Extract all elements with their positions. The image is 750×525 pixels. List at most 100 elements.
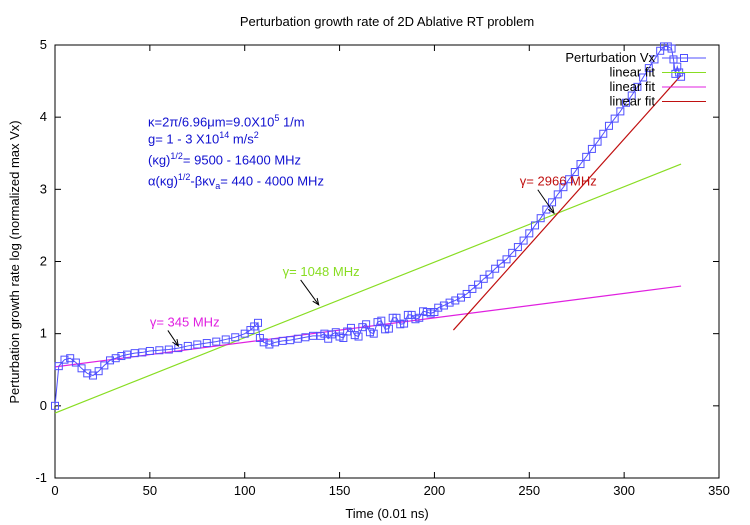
data-point xyxy=(106,356,115,365)
data-point xyxy=(309,331,318,340)
data-point xyxy=(253,318,262,327)
gamma-arrowhead xyxy=(172,338,180,347)
data-point xyxy=(71,358,80,367)
data-point xyxy=(474,280,483,289)
gamma-arrow xyxy=(167,330,179,347)
y-tick-label: 2 xyxy=(40,254,47,269)
data-point xyxy=(468,284,477,293)
gravity-unit-exp: 2 xyxy=(253,130,259,140)
data-point xyxy=(369,329,378,338)
x-tick-label: 0 xyxy=(51,483,58,498)
gamma-arrow xyxy=(300,279,320,306)
data-point xyxy=(66,354,75,363)
y-tick-label: -1 xyxy=(35,470,47,485)
axis-ticks: 0 50 100 150 200 250 300 350 -1 0 1 2 3 4 5 xyxy=(35,37,729,498)
data-point xyxy=(354,332,363,341)
data-point xyxy=(513,243,522,252)
data-point xyxy=(559,183,568,192)
ablative-rate-exp: 1/2 xyxy=(177,172,191,182)
data-point xyxy=(627,91,636,100)
data-point xyxy=(445,298,454,307)
gamma-label: γ= 1048 MHz xyxy=(283,264,360,279)
data-series xyxy=(51,42,686,410)
data-point xyxy=(633,82,642,91)
data-point xyxy=(644,64,653,73)
x-tick-label: 250 xyxy=(518,483,540,498)
data-point xyxy=(293,334,302,343)
data-point xyxy=(54,362,63,371)
data-point xyxy=(434,303,443,312)
legend-label: linear fit xyxy=(609,79,655,94)
data-point xyxy=(221,335,230,344)
data-point xyxy=(100,361,109,370)
fit-line-3 xyxy=(452,74,682,331)
fit-line-1 xyxy=(54,163,682,414)
data-point xyxy=(673,62,682,71)
data-point xyxy=(51,401,59,410)
data-point xyxy=(616,107,625,116)
data-point xyxy=(138,348,147,357)
data-point xyxy=(622,98,631,107)
x-tick-label: 350 xyxy=(708,483,730,498)
data-point xyxy=(451,296,460,305)
data-point xyxy=(384,324,393,333)
gamma-arrowhead xyxy=(547,206,555,215)
legend-marker xyxy=(680,54,688,62)
data-point xyxy=(502,255,511,264)
data-point xyxy=(536,214,545,223)
y-axis-label: Perturbation growth rate log (normalized… xyxy=(7,120,22,403)
classical-rate-line: (κg)1/2= 9500 - 16400 MHz xyxy=(148,148,324,169)
ablative-rate-line: α(κg)1/2-βκva= 440 - 4000 MHz xyxy=(148,169,324,191)
data-point xyxy=(565,175,574,184)
data-point xyxy=(485,270,494,279)
data-point xyxy=(377,316,386,325)
data-point xyxy=(271,338,280,347)
plot-area xyxy=(54,44,720,479)
kappa-unit: 1/m xyxy=(279,114,305,130)
data-point xyxy=(667,44,676,53)
x-tick-label: 300 xyxy=(613,483,635,498)
physics-parameters: κ=2π/6.96μm=9.0X105 1/m g= 1 - 3 X1014 m… xyxy=(148,110,324,191)
kappa-exp: 5 xyxy=(274,113,280,123)
gamma-arrowhead xyxy=(312,297,320,306)
data-point xyxy=(587,144,596,153)
y-tick-label: 0 xyxy=(40,398,47,413)
data-point xyxy=(123,350,132,359)
data-point xyxy=(530,221,539,230)
ablative-rate-mid: -βκv xyxy=(190,173,216,189)
data-point xyxy=(491,264,500,273)
y-tick-label: 4 xyxy=(40,109,47,124)
data-point xyxy=(94,367,103,376)
y-tick-label: 1 xyxy=(40,326,47,341)
data-point xyxy=(193,340,202,349)
data-point xyxy=(117,352,126,361)
gravity-text: g= 1 - 3 X10 xyxy=(148,131,220,147)
data-point xyxy=(362,320,371,329)
data-point xyxy=(77,364,86,373)
data-point xyxy=(265,340,274,349)
data-point xyxy=(130,349,139,358)
data-point xyxy=(231,333,240,342)
data-point xyxy=(286,336,295,345)
legend-label: linear fit xyxy=(609,94,655,109)
data-point xyxy=(462,289,471,298)
gravity-exp: 14 xyxy=(219,130,230,140)
x-tick-label: 100 xyxy=(234,483,256,498)
data-point xyxy=(212,337,221,346)
data-point xyxy=(60,355,69,364)
y-tick-label: 5 xyxy=(40,37,47,52)
data-point xyxy=(570,168,579,177)
data-point xyxy=(278,336,287,345)
data-point xyxy=(582,152,591,161)
classical-rate-text: (κg) xyxy=(148,152,171,168)
x-axis-label: Time (0.01 ns) xyxy=(345,506,428,521)
data-point xyxy=(525,229,534,238)
kappa-line: κ=2π/6.96μm=9.0X105 1/m xyxy=(148,110,324,130)
classical-rate-exp: 1/2 xyxy=(170,151,183,161)
x-tick-label: 50 xyxy=(143,483,157,498)
x-tick-label: 200 xyxy=(424,483,446,498)
classical-rate-range: = 9500 - 16400 MHz xyxy=(182,152,302,168)
data-point xyxy=(576,160,585,169)
